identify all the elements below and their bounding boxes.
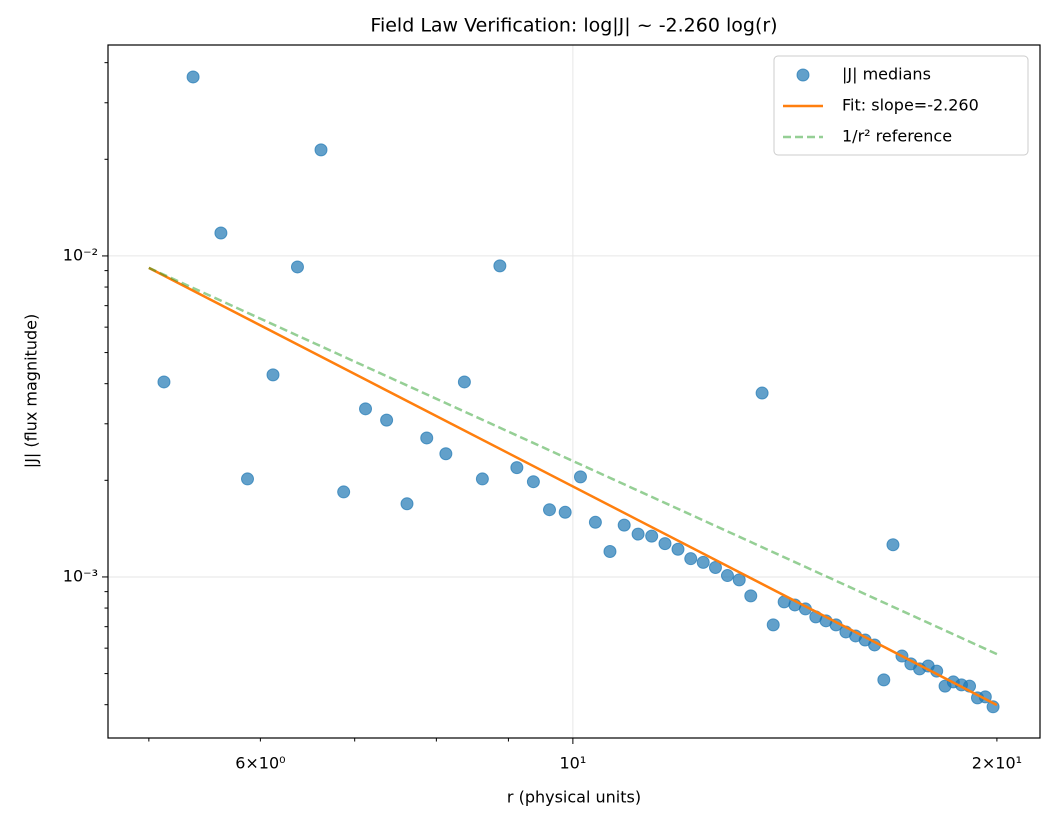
legend-marker <box>796 68 810 82</box>
legend-box <box>773 55 1029 156</box>
data-point <box>266 368 280 382</box>
data-point <box>645 529 659 543</box>
data-point <box>558 505 572 519</box>
data-point <box>658 537 672 551</box>
data-point <box>542 503 556 517</box>
data-point <box>573 470 587 484</box>
data-point <box>241 472 255 486</box>
x-tick-label: 10¹ <box>559 754 586 773</box>
data-point <box>766 618 780 632</box>
data-point <box>359 402 373 416</box>
data-point <box>214 226 228 240</box>
data-point <box>744 589 758 603</box>
data-point <box>510 461 524 475</box>
legend-label: 1/r² reference <box>842 127 952 146</box>
y-tick-label: 10⁻³ <box>63 566 98 585</box>
data-point <box>400 497 414 511</box>
x-axis-label: r (physical units) <box>507 788 641 807</box>
data-point <box>755 386 769 400</box>
data-point <box>186 70 200 84</box>
legend-label: Fit: slope=-2.260 <box>842 96 979 115</box>
data-point <box>314 143 328 157</box>
data-point <box>337 485 351 499</box>
y-axis-label: |J| (flux magnitude) <box>22 314 41 468</box>
data-point <box>886 538 900 552</box>
data-point <box>380 413 394 427</box>
chart-title: Field Law Verification: log|J| ~ -2.260 … <box>370 15 777 37</box>
data-point <box>290 260 304 274</box>
data-point <box>617 518 631 532</box>
data-point <box>732 573 746 587</box>
data-point <box>603 545 617 559</box>
plot-frame <box>107 44 1041 739</box>
data-point <box>708 561 722 575</box>
data-point <box>720 569 734 583</box>
data-point <box>631 527 645 541</box>
data-point <box>684 552 698 566</box>
data-point <box>157 375 171 389</box>
data-point <box>457 375 471 389</box>
data-point <box>493 259 507 273</box>
data-point <box>526 475 540 489</box>
x-tick-label: 6×10⁰ <box>235 754 285 773</box>
data-point <box>475 472 489 486</box>
data-point <box>877 673 891 687</box>
y-tick-label: 10⁻² <box>63 245 98 264</box>
x-tick-label: 2×10¹ <box>972 754 1022 773</box>
data-point <box>588 515 602 529</box>
data-point <box>439 447 453 461</box>
data-point <box>671 542 685 556</box>
legend-label: |J| medians <box>842 65 931 84</box>
data-point <box>420 431 434 445</box>
fit-line <box>148 266 998 707</box>
data-point <box>696 555 710 569</box>
